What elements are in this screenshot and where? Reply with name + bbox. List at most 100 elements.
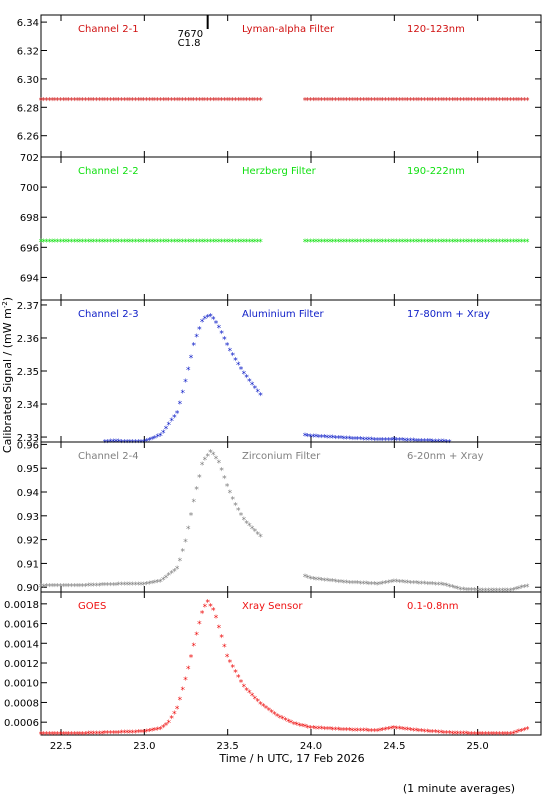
data-point: * — [378, 580, 383, 590]
data-point: * — [386, 97, 391, 107]
data-point: * — [389, 578, 394, 588]
data-point: * — [83, 238, 88, 248]
data-point: * — [197, 473, 202, 483]
data-point: * — [111, 238, 116, 248]
data-point: * — [175, 705, 180, 715]
panel-frame — [40, 299, 542, 443]
data-point: * — [361, 436, 366, 446]
data-point: * — [61, 97, 66, 107]
data-point: * — [514, 97, 519, 107]
data-point: * — [314, 725, 319, 735]
data-point: * — [325, 726, 330, 736]
data-point: * — [244, 686, 249, 696]
data-point: * — [428, 438, 433, 448]
data-point: * — [58, 583, 63, 593]
y-tick-label: 0.0006 — [4, 718, 39, 729]
data-point: * — [142, 581, 147, 591]
data-point: * — [342, 727, 347, 737]
data-point: * — [189, 238, 194, 248]
data-point: * — [105, 730, 110, 740]
data-point: * — [367, 436, 372, 446]
data-point: * — [394, 725, 399, 735]
data-point: * — [217, 324, 222, 334]
data-point: * — [369, 581, 374, 591]
data-point: * — [53, 731, 58, 741]
data-point: * — [228, 659, 233, 669]
data-point: * — [517, 585, 522, 595]
data-point: * — [308, 97, 313, 107]
data-point: * — [258, 533, 263, 543]
data-point: * — [78, 730, 83, 740]
data-point: * — [155, 97, 160, 107]
data-point: * — [472, 97, 477, 107]
data-point: * — [86, 582, 91, 592]
data-point: * — [355, 436, 360, 446]
data-point: * — [283, 716, 288, 726]
data-point: * — [442, 438, 447, 448]
data-point: * — [317, 238, 322, 248]
data-point: * — [44, 731, 49, 741]
data-point: * — [347, 97, 352, 107]
data-point: * — [464, 730, 469, 740]
data-point: * — [178, 400, 183, 410]
data-point: * — [194, 238, 199, 248]
y-tick-label: 700 — [20, 183, 39, 194]
data-point: * — [89, 582, 94, 592]
data-point: * — [319, 725, 324, 735]
data-point: * — [89, 730, 94, 740]
data-point: * — [228, 347, 233, 357]
data-point: * — [122, 581, 127, 591]
y-tick-label: 694 — [20, 273, 39, 284]
data-point: * — [94, 582, 99, 592]
data-point: * — [144, 438, 149, 448]
data-point: * — [514, 729, 519, 739]
data-point: * — [172, 97, 177, 107]
y-tick-label: 696 — [20, 243, 39, 254]
data-point: * — [436, 438, 441, 448]
data-point: * — [436, 238, 441, 248]
data-point: * — [169, 238, 174, 248]
data-point: * — [111, 97, 116, 107]
data-point: * — [178, 696, 183, 706]
data-point: * — [150, 97, 155, 107]
data-point: * — [503, 731, 508, 741]
data-point: * — [236, 238, 241, 248]
data-point: * — [192, 342, 197, 352]
data-point: * — [211, 238, 216, 248]
data-point: * — [419, 238, 424, 248]
y-tick-label: 698 — [20, 213, 39, 224]
data-point: * — [422, 97, 427, 107]
data-point: * — [219, 97, 224, 107]
data-point: * — [189, 354, 194, 364]
data-point: * — [375, 728, 380, 738]
data-point: * — [358, 727, 363, 737]
data-point: * — [380, 97, 385, 107]
data-point: * — [305, 238, 310, 248]
data-point: * — [344, 727, 349, 737]
data-point: * — [108, 238, 113, 248]
data-point: * — [492, 238, 497, 248]
data-point: * — [347, 579, 352, 589]
data-point: * — [142, 97, 147, 107]
panel-frame — [40, 156, 542, 301]
y-tick-label: 2.37 — [17, 301, 39, 312]
y-tick-label: 0.0010 — [4, 679, 39, 690]
data-point: * — [175, 97, 180, 107]
data-point: * — [167, 719, 172, 729]
data-point: * — [94, 238, 99, 248]
data-point: * — [519, 584, 524, 594]
data-point: * — [400, 238, 405, 248]
data-point: * — [444, 438, 449, 448]
data-point: * — [125, 238, 130, 248]
data-point: * — [428, 728, 433, 738]
data-point: * — [255, 238, 260, 248]
data-point: * — [339, 726, 344, 736]
data-point: * — [314, 576, 319, 586]
data-point: * — [186, 525, 191, 535]
data-point: * — [117, 438, 122, 448]
data-point: * — [317, 576, 322, 586]
data-point: * — [358, 436, 363, 446]
y-tick-label: 0.0012 — [4, 659, 39, 670]
data-point: * — [380, 436, 385, 446]
data-point: * — [180, 389, 185, 399]
